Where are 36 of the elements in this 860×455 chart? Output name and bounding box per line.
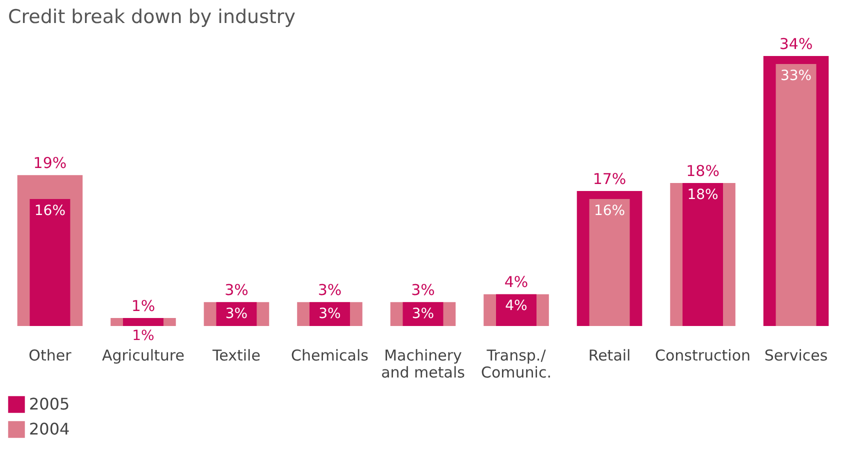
legend-label: 2005 (29, 394, 70, 414)
data-label: 3% (225, 306, 248, 322)
x-tick-label: Construction (655, 346, 751, 364)
x-tick-label: Other (28, 346, 72, 364)
bar (30, 198, 70, 326)
data-label: 1% (131, 297, 156, 316)
data-label: 16% (594, 202, 626, 219)
data-label: 4% (505, 298, 528, 314)
data-label: 33% (780, 68, 812, 84)
legend-label: 2004 (29, 420, 70, 438)
data-label: 18% (687, 187, 718, 204)
data-label: 18% (686, 162, 720, 180)
data-label: 3% (318, 281, 342, 300)
data-label: 3% (412, 306, 434, 322)
x-tick-label: Chemicals (291, 346, 369, 364)
data-label: 3% (224, 281, 248, 300)
chart-title: Credit break down by industry (8, 6, 296, 28)
x-tick-label: Agriculture (102, 346, 184, 364)
bar (310, 302, 350, 326)
x-tick-label: Textile (212, 346, 260, 364)
data-label: 17% (592, 170, 626, 188)
data-label: 16% (34, 202, 66, 219)
data-label: 34% (779, 35, 813, 53)
bar (496, 294, 536, 326)
bar (216, 302, 257, 326)
bar (122, 318, 164, 326)
data-label: 4% (504, 273, 528, 292)
x-tick-label: Retail (588, 346, 631, 364)
data-label: 3% (411, 281, 435, 300)
data-label: 3% (318, 306, 341, 322)
bar (682, 183, 724, 326)
data-label: 19% (33, 154, 67, 172)
x-tick-label: Machinery and metals (381, 346, 466, 382)
x-tick-label: Services (764, 346, 828, 364)
data-label: 1% (132, 328, 154, 344)
x-tick-label: Transp./ Comunic. (481, 346, 552, 382)
